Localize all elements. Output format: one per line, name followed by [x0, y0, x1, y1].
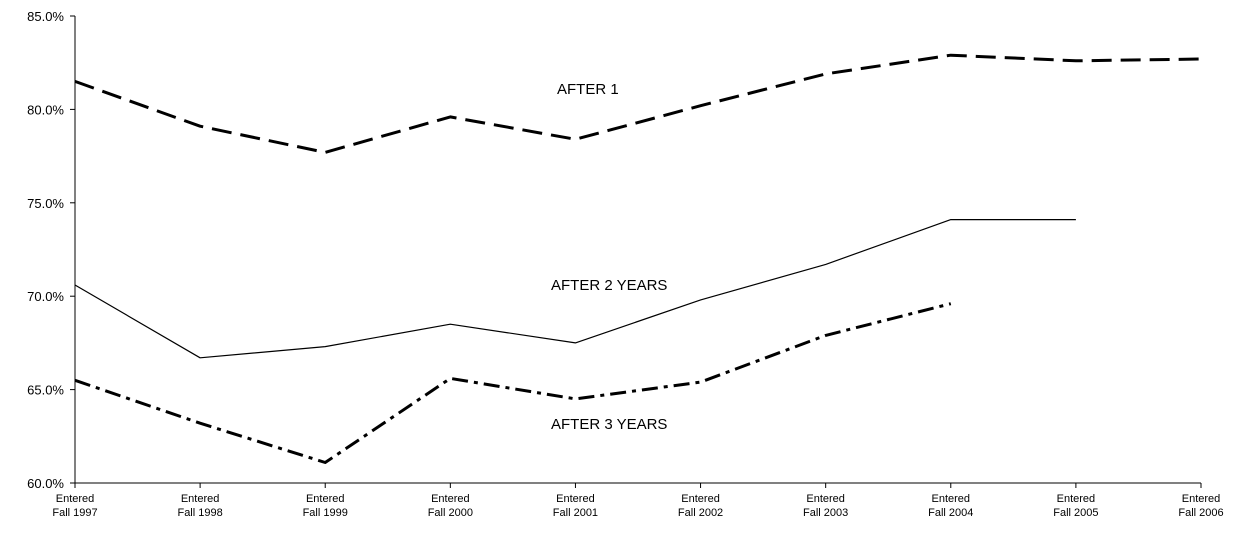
x-tick-label: Fall 2003 — [803, 507, 848, 519]
x-tick-label: Fall 2006 — [1178, 507, 1223, 519]
x-tick-label: Entered — [1182, 493, 1221, 505]
x-tick-label: Entered — [431, 493, 470, 505]
x-tick-label: Fall 2005 — [1053, 507, 1098, 519]
series-line-2 — [74, 219, 1076, 359]
x-tick-label: Fall 1999 — [303, 507, 348, 519]
series-labels: AFTER 1 AFTER 2 YEARS AFTER 3 YEARS — [551, 81, 667, 433]
y-ticks: 60.0% 65.0% 70.0% 75.0% 80.0% 85.0% — [27, 9, 75, 491]
series-line-3 — [74, 302, 952, 464]
x-tick-label: Fall 2001 — [553, 507, 598, 519]
x-tick-label: Fall 2000 — [428, 507, 473, 519]
x-ticks: Entered Fall 1997 Entered Fall 1998 Entered F… — [52, 483, 1224, 519]
x-tick-label: Fall 2004 — [928, 507, 973, 519]
x-tick-label: Entered — [932, 493, 971, 505]
series-lines — [74, 53, 1202, 464]
series-label-2: AFTER 2 YEARS — [551, 277, 667, 294]
series-label-3: AFTER 3 YEARS — [551, 416, 667, 433]
axes — [74, 16, 1201, 484]
x-tick-label: Fall 1998 — [177, 507, 222, 519]
y-tick-label: 80.0% — [27, 102, 64, 117]
x-tick-label: Entered — [181, 493, 220, 505]
y-tick-label: 85.0% — [27, 9, 64, 24]
y-tick-label: 60.0% — [27, 476, 64, 491]
series-line-1 — [74, 53, 1202, 154]
x-tick-label: Fall 2002 — [678, 507, 723, 519]
x-tick-label: Fall 1997 — [52, 507, 97, 519]
x-tick-label: Entered — [56, 493, 95, 505]
series-label-1: AFTER 1 — [557, 81, 619, 98]
y-tick-label: 65.0% — [27, 383, 64, 398]
x-tick-label: Entered — [556, 493, 595, 505]
y-tick-label: 70.0% — [27, 289, 64, 304]
x-tick-label: Entered — [306, 493, 345, 505]
x-tick-label: Entered — [806, 493, 845, 505]
y-tick-label: 75.0% — [27, 196, 64, 211]
x-tick-label: Entered — [681, 493, 720, 505]
x-tick-label: Entered — [1057, 493, 1096, 505]
